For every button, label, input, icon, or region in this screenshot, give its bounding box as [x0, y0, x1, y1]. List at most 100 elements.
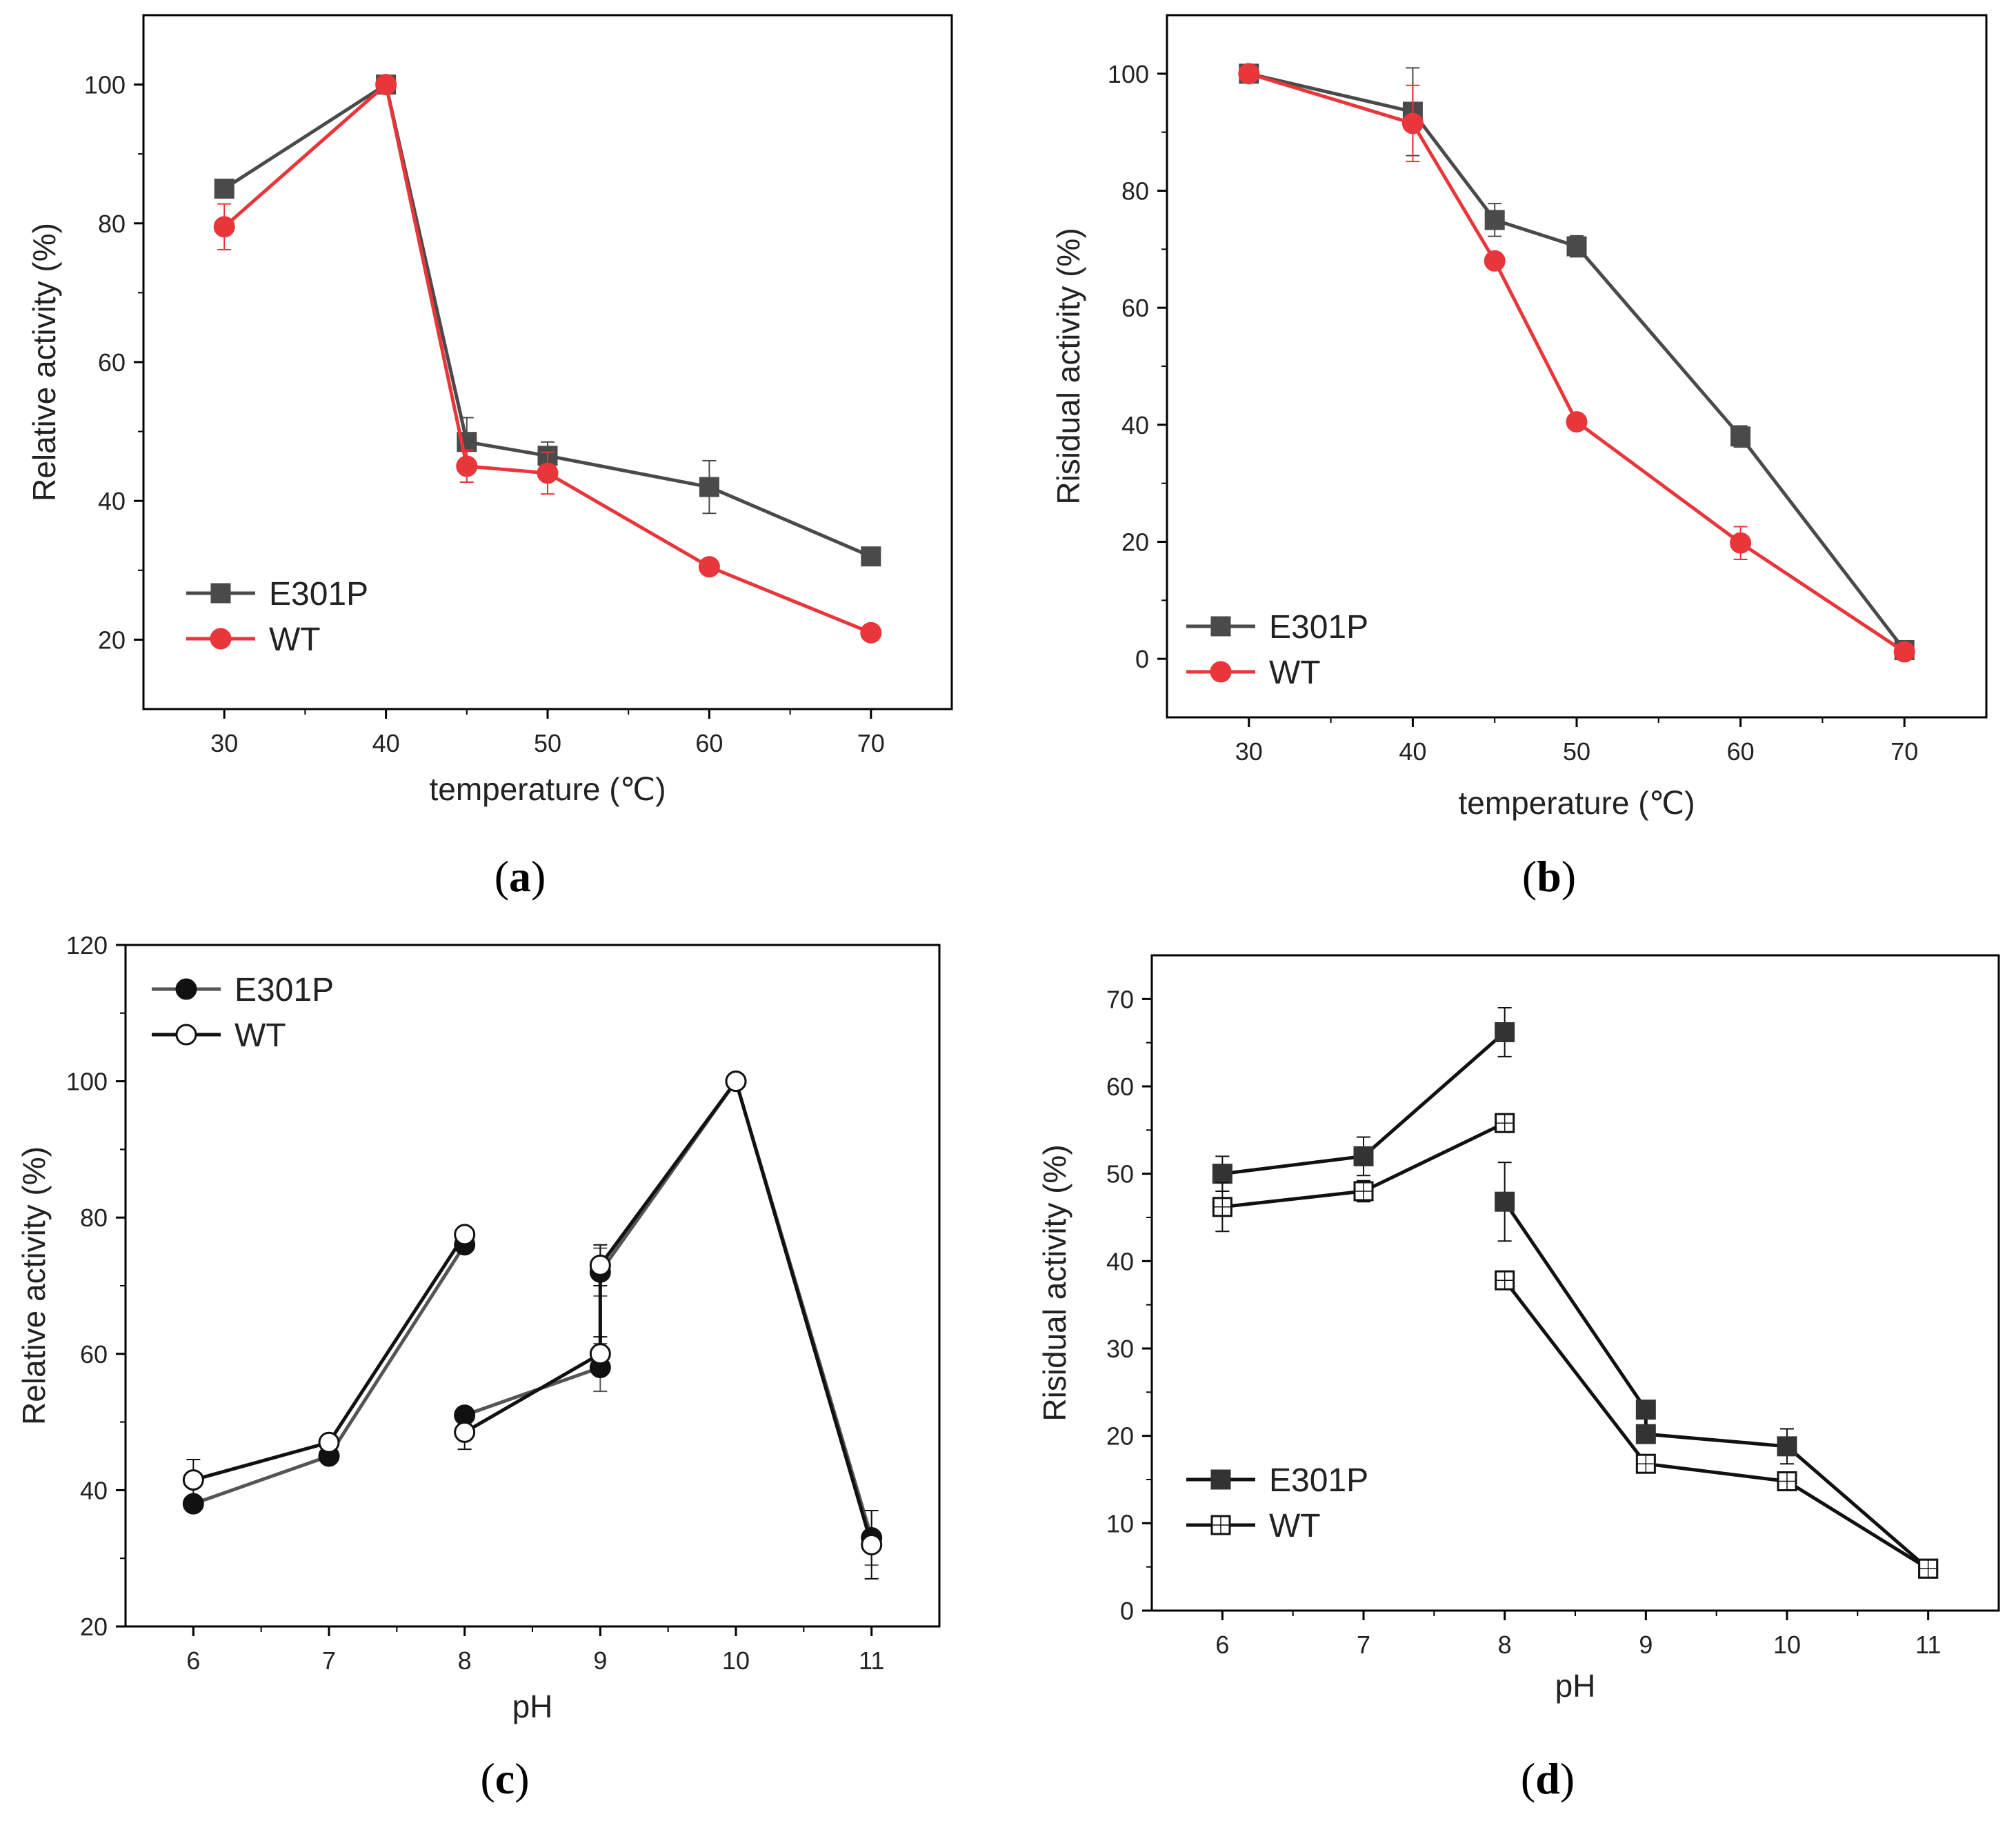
- x-tick-label-a: 40: [372, 729, 400, 757]
- chart-c: 6 7 8 9 10 11 20 40 60 80 100 120 pH Relative activit…: [16, 931, 941, 1803]
- data-point-a-E301P: [214, 179, 234, 199]
- x-tick-label-d: 8: [1498, 1631, 1512, 1659]
- y-tick-label-b: 100: [1108, 60, 1149, 88]
- x-tick-label-c: 6: [186, 1646, 200, 1675]
- y-axis-label-c: Relative activity (%): [16, 1146, 52, 1425]
- x-tick-label-c: 8: [458, 1646, 472, 1675]
- x-tick-label-b: 50: [1563, 737, 1590, 766]
- panel-label-c: (c): [480, 1754, 529, 1803]
- series-line-a-E301P: [223, 81, 872, 558]
- legend-label-d-WT: WT: [1269, 1508, 1321, 1544]
- chart-a: 30 40 50 60 70 20 40 60 80 100 temperature (℃) Rela…: [26, 14, 953, 901]
- x-axis-label-d: pH: [1555, 1668, 1596, 1704]
- y-axis-label-a: Relative activity (%): [26, 223, 62, 501]
- series-a-WT: [213, 74, 882, 644]
- y-tick-label-b: 0: [1135, 645, 1149, 673]
- y-tick-label-b: 80: [1121, 177, 1149, 206]
- data-point-b-E301P: [1484, 210, 1505, 230]
- legend-marker-c-E301P: [175, 978, 197, 1000]
- data-point-d-E301P: [1212, 1164, 1232, 1184]
- legend-marker-a-E301P: [210, 583, 231, 604]
- legend-marker-b-E301P: [1210, 616, 1231, 637]
- data-point-a-WT: [213, 216, 235, 238]
- y-axis-label-d: Risidual activity (%): [1037, 1144, 1072, 1421]
- data-point-b-WT: [1238, 63, 1260, 85]
- legend-label-b-E301P: E301P: [1269, 609, 1368, 646]
- series-c-WT: [182, 1071, 883, 1580]
- legend-marker-b-WT: [1210, 661, 1232, 683]
- y-axis-label-b: Risidual activity (%): [1050, 228, 1086, 504]
- series-line-b-WT: [1248, 72, 1906, 654]
- x-tick-label-c: 9: [593, 1646, 607, 1675]
- x-tick-label-c: 11: [859, 1646, 884, 1675]
- panel-label-b: (b): [1522, 852, 1576, 901]
- panel-label-d: (d): [1521, 1754, 1575, 1803]
- x-axis-label-b: temperature (℃): [1458, 785, 1695, 821]
- legend-label-a-E301P: E301P: [269, 576, 368, 613]
- x-tick-label-b: 40: [1399, 737, 1426, 766]
- chart-b: 30 40 50 60 70 0 20 40 60 80 100 temperature (℃) Ris…: [1050, 14, 1988, 901]
- data-point-d-E301P: [1353, 1146, 1374, 1166]
- series-d-WT: [1212, 1113, 1939, 1579]
- y-tick-label-d: 0: [1120, 1597, 1134, 1625]
- data-point-b-WT: [1566, 411, 1588, 433]
- data-point-d-E301P: [1495, 1022, 1515, 1042]
- data-point-c-WT: [454, 1421, 476, 1443]
- x-axis-label-a: temperature (℃): [429, 771, 666, 807]
- data-point-a-WT: [860, 621, 882, 644]
- x-tick-label-b: 30: [1235, 737, 1263, 766]
- legend-marker-a-WT: [210, 628, 232, 650]
- data-point-b-WT: [1893, 641, 1915, 663]
- legend-label-c-E301P: E301P: [234, 972, 334, 1008]
- data-point-b-WT: [1401, 112, 1424, 135]
- panel-label-a: (a): [495, 852, 546, 901]
- y-tick-label-d: 30: [1106, 1335, 1134, 1363]
- x-tick-label-c: 10: [722, 1646, 750, 1675]
- x-tick-label-a: 70: [857, 729, 885, 757]
- data-point-c-WT: [589, 1254, 611, 1276]
- x-tick-label-d: 10: [1773, 1631, 1801, 1659]
- series-line-b-E301P: [1248, 72, 1906, 651]
- y-tick-label-a: 20: [98, 626, 126, 654]
- y-tick-label-a: 100: [84, 71, 126, 99]
- legend-marker-d-E301P: [1210, 1469, 1231, 1490]
- y-tick-label-a: 60: [98, 348, 126, 377]
- series-b-WT: [1238, 63, 1915, 663]
- legend-label-a-WT: WT: [269, 621, 321, 658]
- series-b-E301P: [1239, 63, 1915, 660]
- y-tick-label-d: 10: [1106, 1509, 1134, 1537]
- y-tick-label-c: 20: [80, 1613, 108, 1641]
- x-axis-label-c: pH: [512, 1689, 553, 1724]
- data-point-a-WT: [537, 462, 559, 484]
- data-point-d-E301P: [1777, 1436, 1797, 1457]
- y-tick-label-c: 100: [66, 1068, 108, 1096]
- y-tick-label-b: 20: [1121, 528, 1149, 557]
- data-point-a-E301P: [861, 546, 881, 567]
- data-point-a-WT: [375, 74, 397, 96]
- data-point-c-WT: [182, 1469, 204, 1491]
- legend-marker-c-WT: [175, 1024, 197, 1046]
- x-tick-label-b: 60: [1727, 737, 1755, 766]
- chart-d: 6 7 8 9 10 11 0 10 20 30 40 50 60 70 pH Risidual activi…: [1037, 954, 2000, 1803]
- legend-label-c-WT: WT: [234, 1017, 286, 1054]
- series-line-d-WT: [1503, 1279, 1929, 1571]
- y-tick-label-d: 70: [1106, 985, 1134, 1013]
- data-point-b-E301P: [1566, 236, 1587, 257]
- series-line-a-WT: [223, 81, 872, 635]
- y-tick-label-d: 40: [1106, 1247, 1134, 1275]
- y-tick-label-c: 120: [66, 931, 108, 959]
- legend-label-d-E301P: E301P: [1269, 1462, 1368, 1499]
- legend-label-b-WT: WT: [1269, 655, 1321, 691]
- data-point-a-E301P: [699, 477, 719, 497]
- x-tick-label-c: 7: [322, 1646, 336, 1675]
- y-tick-label-b: 40: [1121, 411, 1149, 439]
- data-point-b-WT: [1484, 250, 1506, 272]
- data-point-b-E301P: [1730, 426, 1751, 447]
- y-tick-label-d: 60: [1106, 1073, 1134, 1101]
- x-tick-label-b: 70: [1890, 737, 1918, 766]
- x-tick-label-d: 11: [1915, 1631, 1941, 1659]
- data-point-c-WT: [725, 1071, 747, 1093]
- x-tick-label-a: 60: [695, 729, 723, 757]
